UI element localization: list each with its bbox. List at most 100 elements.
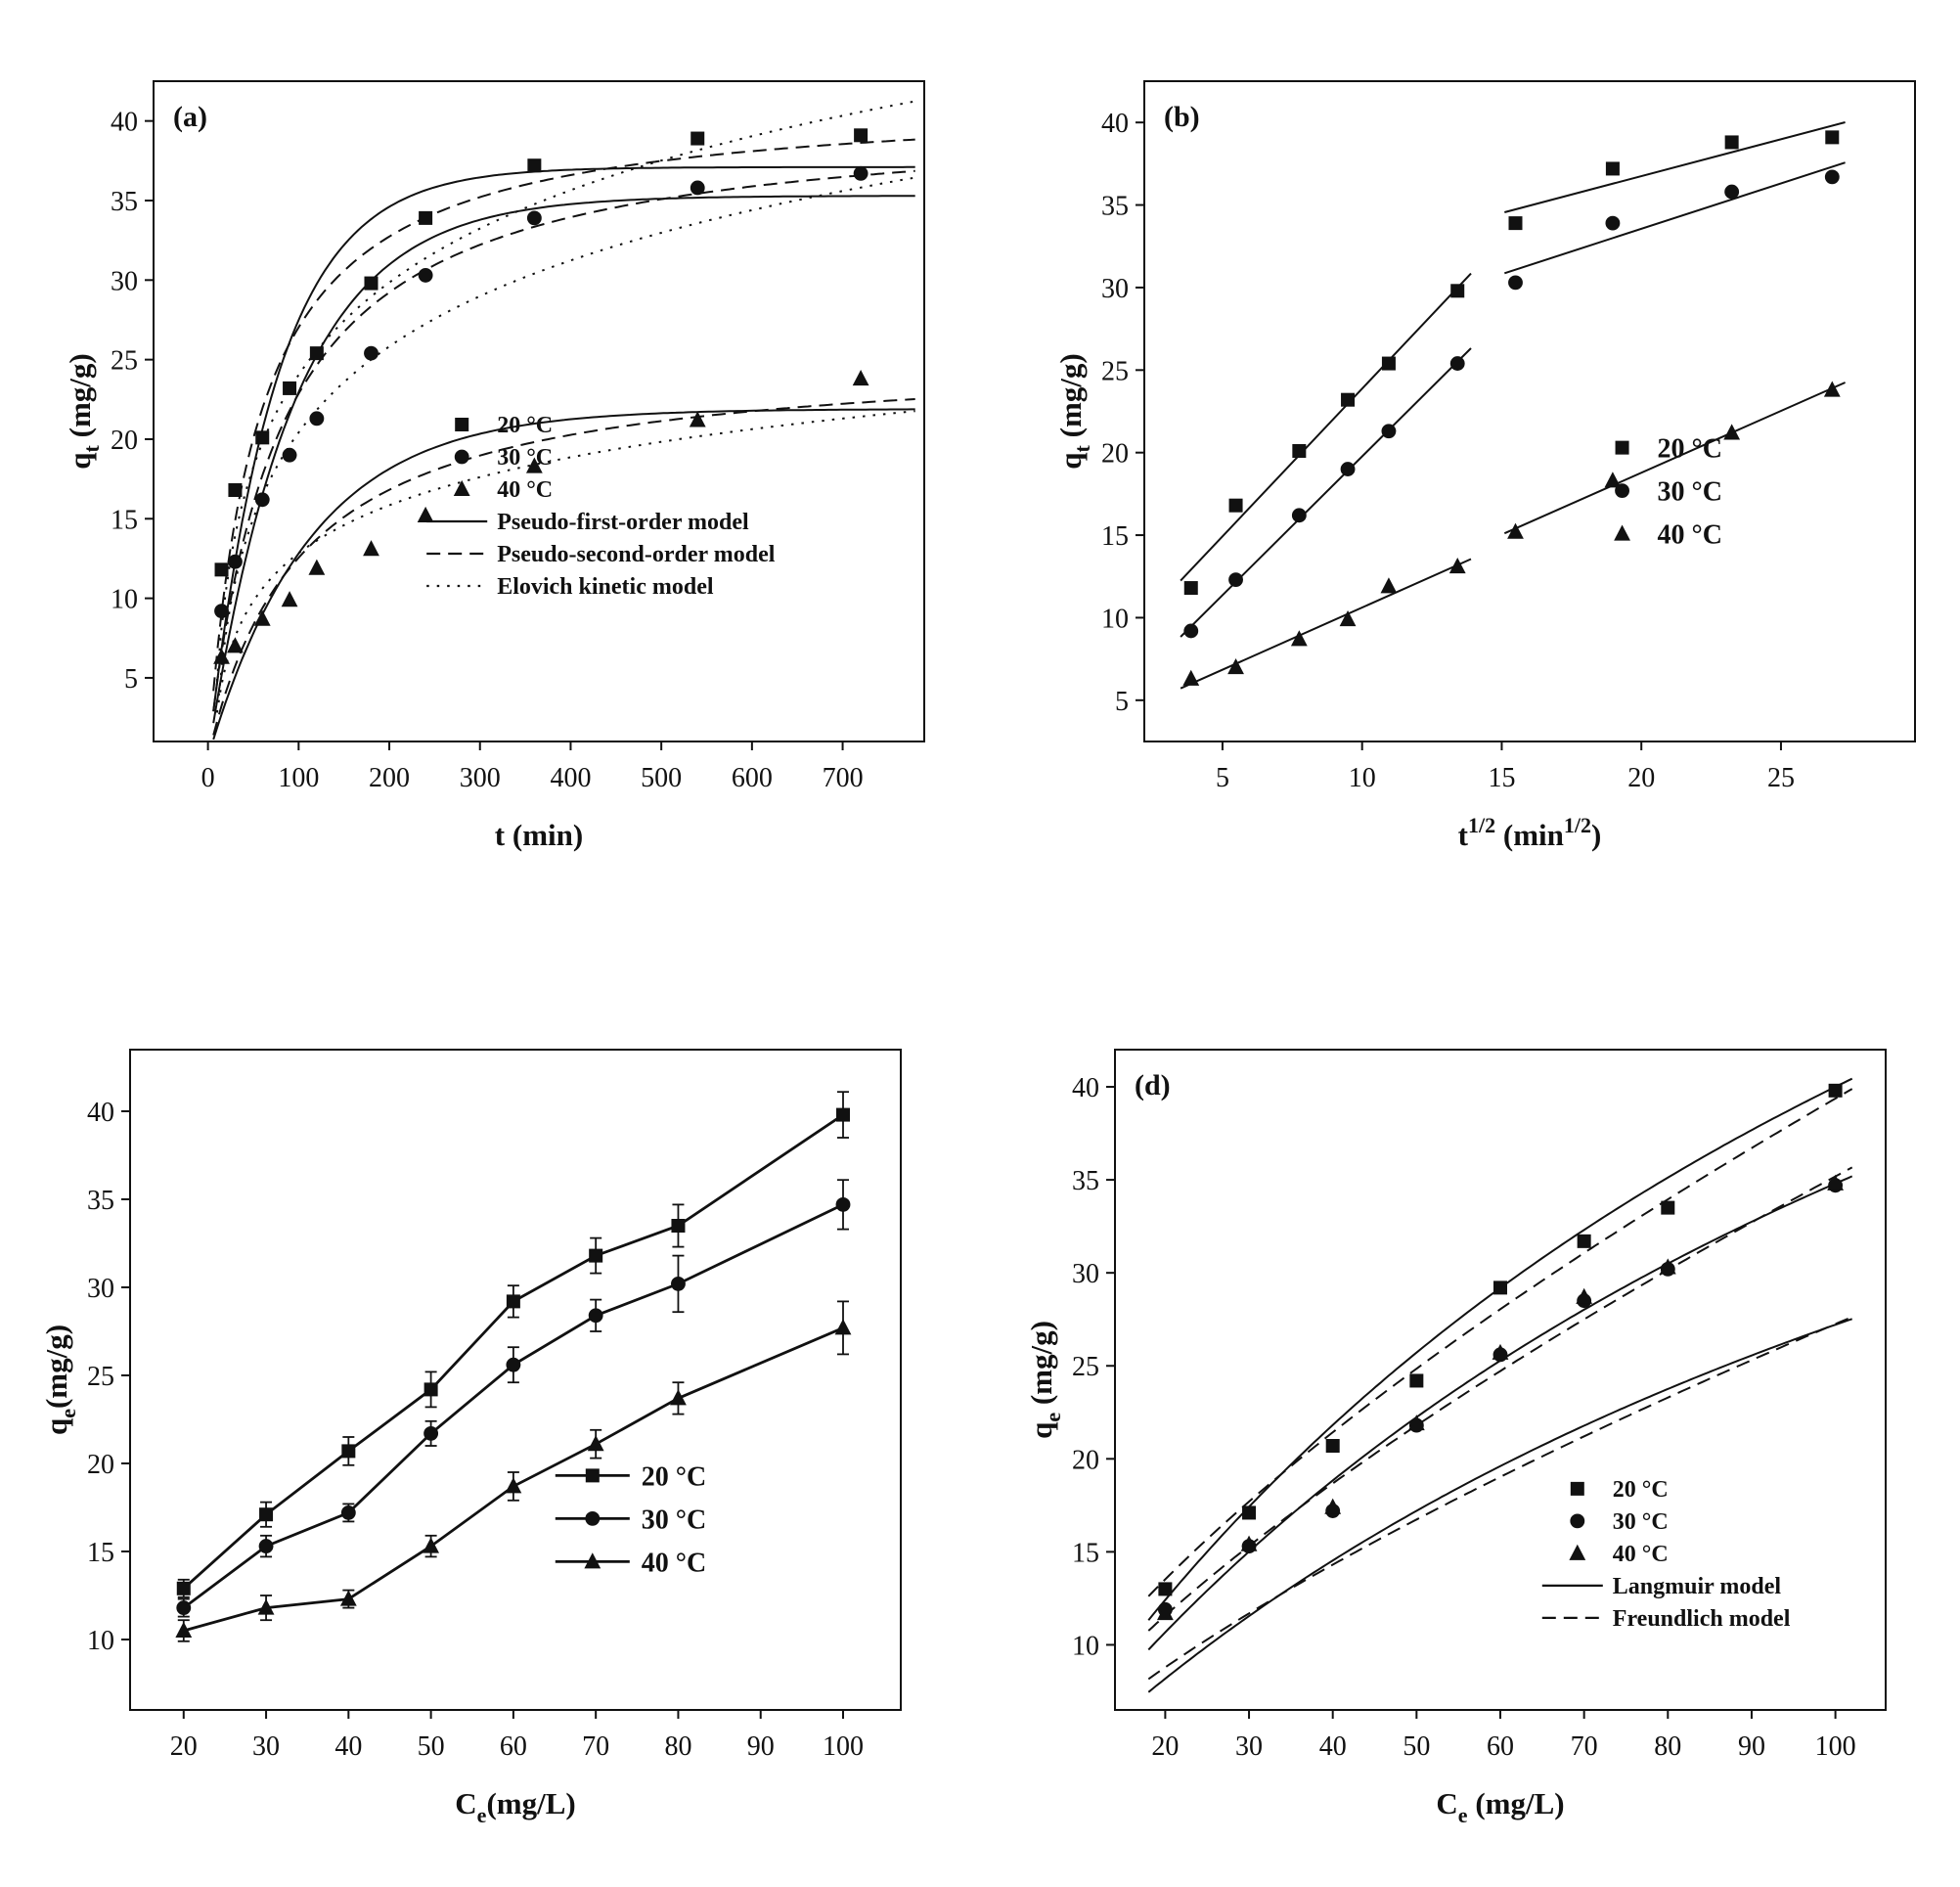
x-tick-label: 80	[664, 1731, 691, 1762]
x-tick-label: 200	[369, 763, 410, 793]
data-point-square	[589, 1248, 603, 1263]
legend-label: 30 °C	[497, 445, 553, 471]
curves-group	[1147, 1077, 1853, 1693]
legend-label: Pseudo-first-order model	[497, 510, 749, 535]
data-point-circle	[526, 210, 542, 226]
legend-label: 40 °C	[642, 1548, 706, 1578]
data-point-triangle	[1407, 1415, 1425, 1431]
data-point-triangle	[1380, 577, 1398, 594]
data-point-square	[527, 158, 542, 173]
y-tick-label: 5	[1115, 687, 1129, 717]
data-point-triangle	[1182, 669, 1200, 686]
x-tick-label: 50	[418, 1731, 445, 1762]
y-axis-title: qt (mg/g)	[1053, 353, 1094, 469]
panel-a: 0 100 200 300 400 500 600 700 5 10 15 20 25 30 35 40 t (…	[61, 57, 946, 878]
x-tick-label: 40	[1319, 1731, 1347, 1762]
data-point-triangle	[689, 411, 706, 427]
series-line	[182, 1113, 844, 1590]
panel-letter: (a)	[173, 101, 207, 133]
data-point-triangle	[1156, 1604, 1174, 1621]
data-point-square	[1577, 1234, 1591, 1248]
y-tick-label: 40	[111, 108, 138, 138]
data-point-circle	[228, 554, 243, 569]
y-tick-label: 15	[111, 505, 138, 535]
legend-label: 40 °C	[497, 477, 553, 503]
data-point-square	[1450, 284, 1465, 298]
legend-square-marker-icon	[585, 1468, 600, 1483]
x-tick-label: 100	[823, 1731, 864, 1762]
x-tick-label: 20	[170, 1731, 198, 1762]
y-tick-label: 15	[87, 1538, 114, 1568]
x-axis-title: t (min)	[495, 818, 583, 852]
data-point-triangle	[1604, 472, 1622, 488]
x-tick-label: 5	[1216, 763, 1229, 793]
model-curve	[1503, 382, 1847, 535]
y-tick-label: 10	[111, 585, 138, 615]
x-tick-label: 700	[823, 763, 864, 793]
y-tick-label: 30	[111, 266, 138, 296]
legend-label: 20 °C	[497, 413, 553, 438]
data-point-triangle	[175, 1621, 193, 1638]
model-curve	[1147, 1166, 1853, 1632]
data-point-triangle	[339, 1590, 357, 1606]
data-point-circle	[1605, 215, 1621, 231]
data-point-square	[214, 562, 229, 577]
data-point-square	[506, 1294, 520, 1309]
x-tick-label: 300	[460, 763, 501, 793]
y-tick-label: 25	[1072, 1352, 1099, 1382]
data-point-square	[1242, 1505, 1257, 1520]
panel-letter: (d)	[1135, 1069, 1171, 1101]
data-point-square	[419, 210, 433, 225]
data-point-triangle	[1659, 1258, 1676, 1275]
series-line	[183, 1326, 844, 1633]
x-tick-label: 20	[1627, 763, 1655, 793]
x-tick-label: 70	[1571, 1731, 1598, 1762]
data-point-triangle	[1240, 1535, 1258, 1551]
data-point-circle	[176, 1600, 192, 1616]
legend-circle-marker-icon	[1615, 483, 1629, 499]
curves-group	[1180, 121, 1847, 690]
data-point-square	[259, 1507, 274, 1522]
data-point-triangle	[417, 506, 434, 523]
data-point-square	[1493, 1280, 1507, 1295]
y-tick-label: 20	[1072, 1445, 1099, 1475]
data-point-triangle	[423, 1537, 440, 1553]
y-tick-label: 10	[1072, 1631, 1099, 1661]
data-point-circle	[690, 180, 705, 196]
x-tick-label: 400	[550, 763, 591, 793]
model-curve	[1180, 272, 1472, 582]
model-curve	[1147, 1316, 1853, 1681]
data-point-square	[836, 1107, 851, 1122]
model-curve	[1503, 161, 1846, 275]
legend-circle-marker-icon	[585, 1510, 601, 1526]
y-axis-title: qe(mg/g)	[39, 1325, 80, 1435]
data-point-square	[1183, 581, 1198, 596]
model-curve	[1147, 1318, 1853, 1693]
model-curve	[1147, 1088, 1853, 1597]
data-point-square	[1825, 130, 1840, 145]
x-tick-label: 80	[1654, 1731, 1681, 1762]
x-tick-label: 10	[1349, 763, 1376, 793]
data-point-square	[1325, 1439, 1340, 1453]
data-point-triangle	[213, 648, 230, 664]
model-curve	[212, 408, 915, 741]
data-point-square	[854, 128, 869, 143]
data-point-square	[309, 346, 324, 361]
model-curve	[212, 398, 915, 736]
x-tick-label: 15	[1488, 763, 1515, 793]
data-point-circle	[1449, 356, 1465, 371]
x-tick-label: 30	[1235, 1731, 1263, 1762]
model-curve	[212, 138, 915, 692]
y-tick-label: 30	[87, 1274, 114, 1304]
data-point-square	[1828, 1083, 1843, 1098]
legend-label: Elovich kinetic model	[497, 574, 714, 600]
data-point-triangle	[587, 1435, 604, 1452]
y-tick-label: 20	[1101, 439, 1129, 470]
data-point-triangle	[257, 1598, 275, 1615]
panel-d-chart: 20 30 40 50 60 70 80 90 100 10 15 20 25 30 35 40 Ce (mg/…	[1024, 1049, 1887, 1827]
y-tick-label: 5	[124, 664, 138, 695]
y-tick-label: 20	[111, 426, 138, 456]
model-curve	[1504, 121, 1846, 213]
data-point-circle	[588, 1308, 603, 1324]
